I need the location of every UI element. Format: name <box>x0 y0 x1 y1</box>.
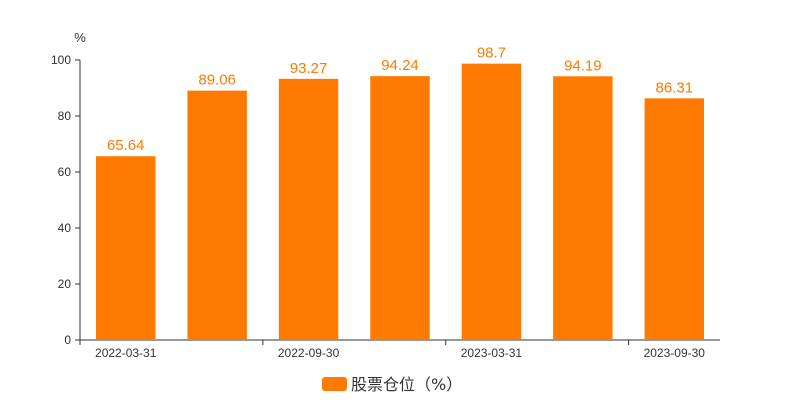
bar[interactable] <box>187 90 247 341</box>
x-tick-label: 2022-03-31 <box>95 346 157 360</box>
data-label: 89.06 <box>198 72 236 89</box>
bar[interactable] <box>370 76 430 341</box>
legend-label: 股票仓位（%） <box>351 375 462 394</box>
bar[interactable] <box>553 76 613 340</box>
bar[interactable] <box>96 156 156 340</box>
y-tick-label: 20 <box>58 277 72 291</box>
legend-swatch <box>322 377 347 391</box>
y-tick-label: 0 <box>64 333 71 347</box>
y-tick-label: 60 <box>58 165 72 179</box>
data-labels: 65.64 89.06 93.27 94.24 98.7 94.19 86.31 <box>107 45 693 155</box>
y-tick-label: 40 <box>58 221 72 235</box>
data-label: 65.64 <box>107 137 145 154</box>
legend[interactable]: 股票仓位（%） <box>322 375 462 394</box>
y-axis: 0 20 40 60 80 100 <box>51 53 81 347</box>
data-label: 86.31 <box>656 79 694 96</box>
y-tick-label: 80 <box>58 109 72 123</box>
data-label: 98.7 <box>477 45 506 62</box>
data-label: 94.24 <box>381 57 419 74</box>
y-tick-label: 100 <box>51 53 71 67</box>
bar[interactable] <box>644 98 704 340</box>
x-tick-label: 2022-09-30 <box>278 346 340 360</box>
data-label: 93.27 <box>290 60 328 77</box>
y-unit-label: % <box>74 30 86 45</box>
x-tick-label: 2023-09-30 <box>644 346 706 360</box>
bar[interactable] <box>278 78 339 341</box>
bar[interactable] <box>461 63 522 340</box>
bars <box>96 63 704 341</box>
x-tick-label: 2023-03-31 <box>461 346 523 360</box>
x-axis: 2022-03-31 2022-09-30 2023-03-31 2023-09-30 <box>79 339 720 360</box>
data-label: 94.19 <box>564 57 602 74</box>
